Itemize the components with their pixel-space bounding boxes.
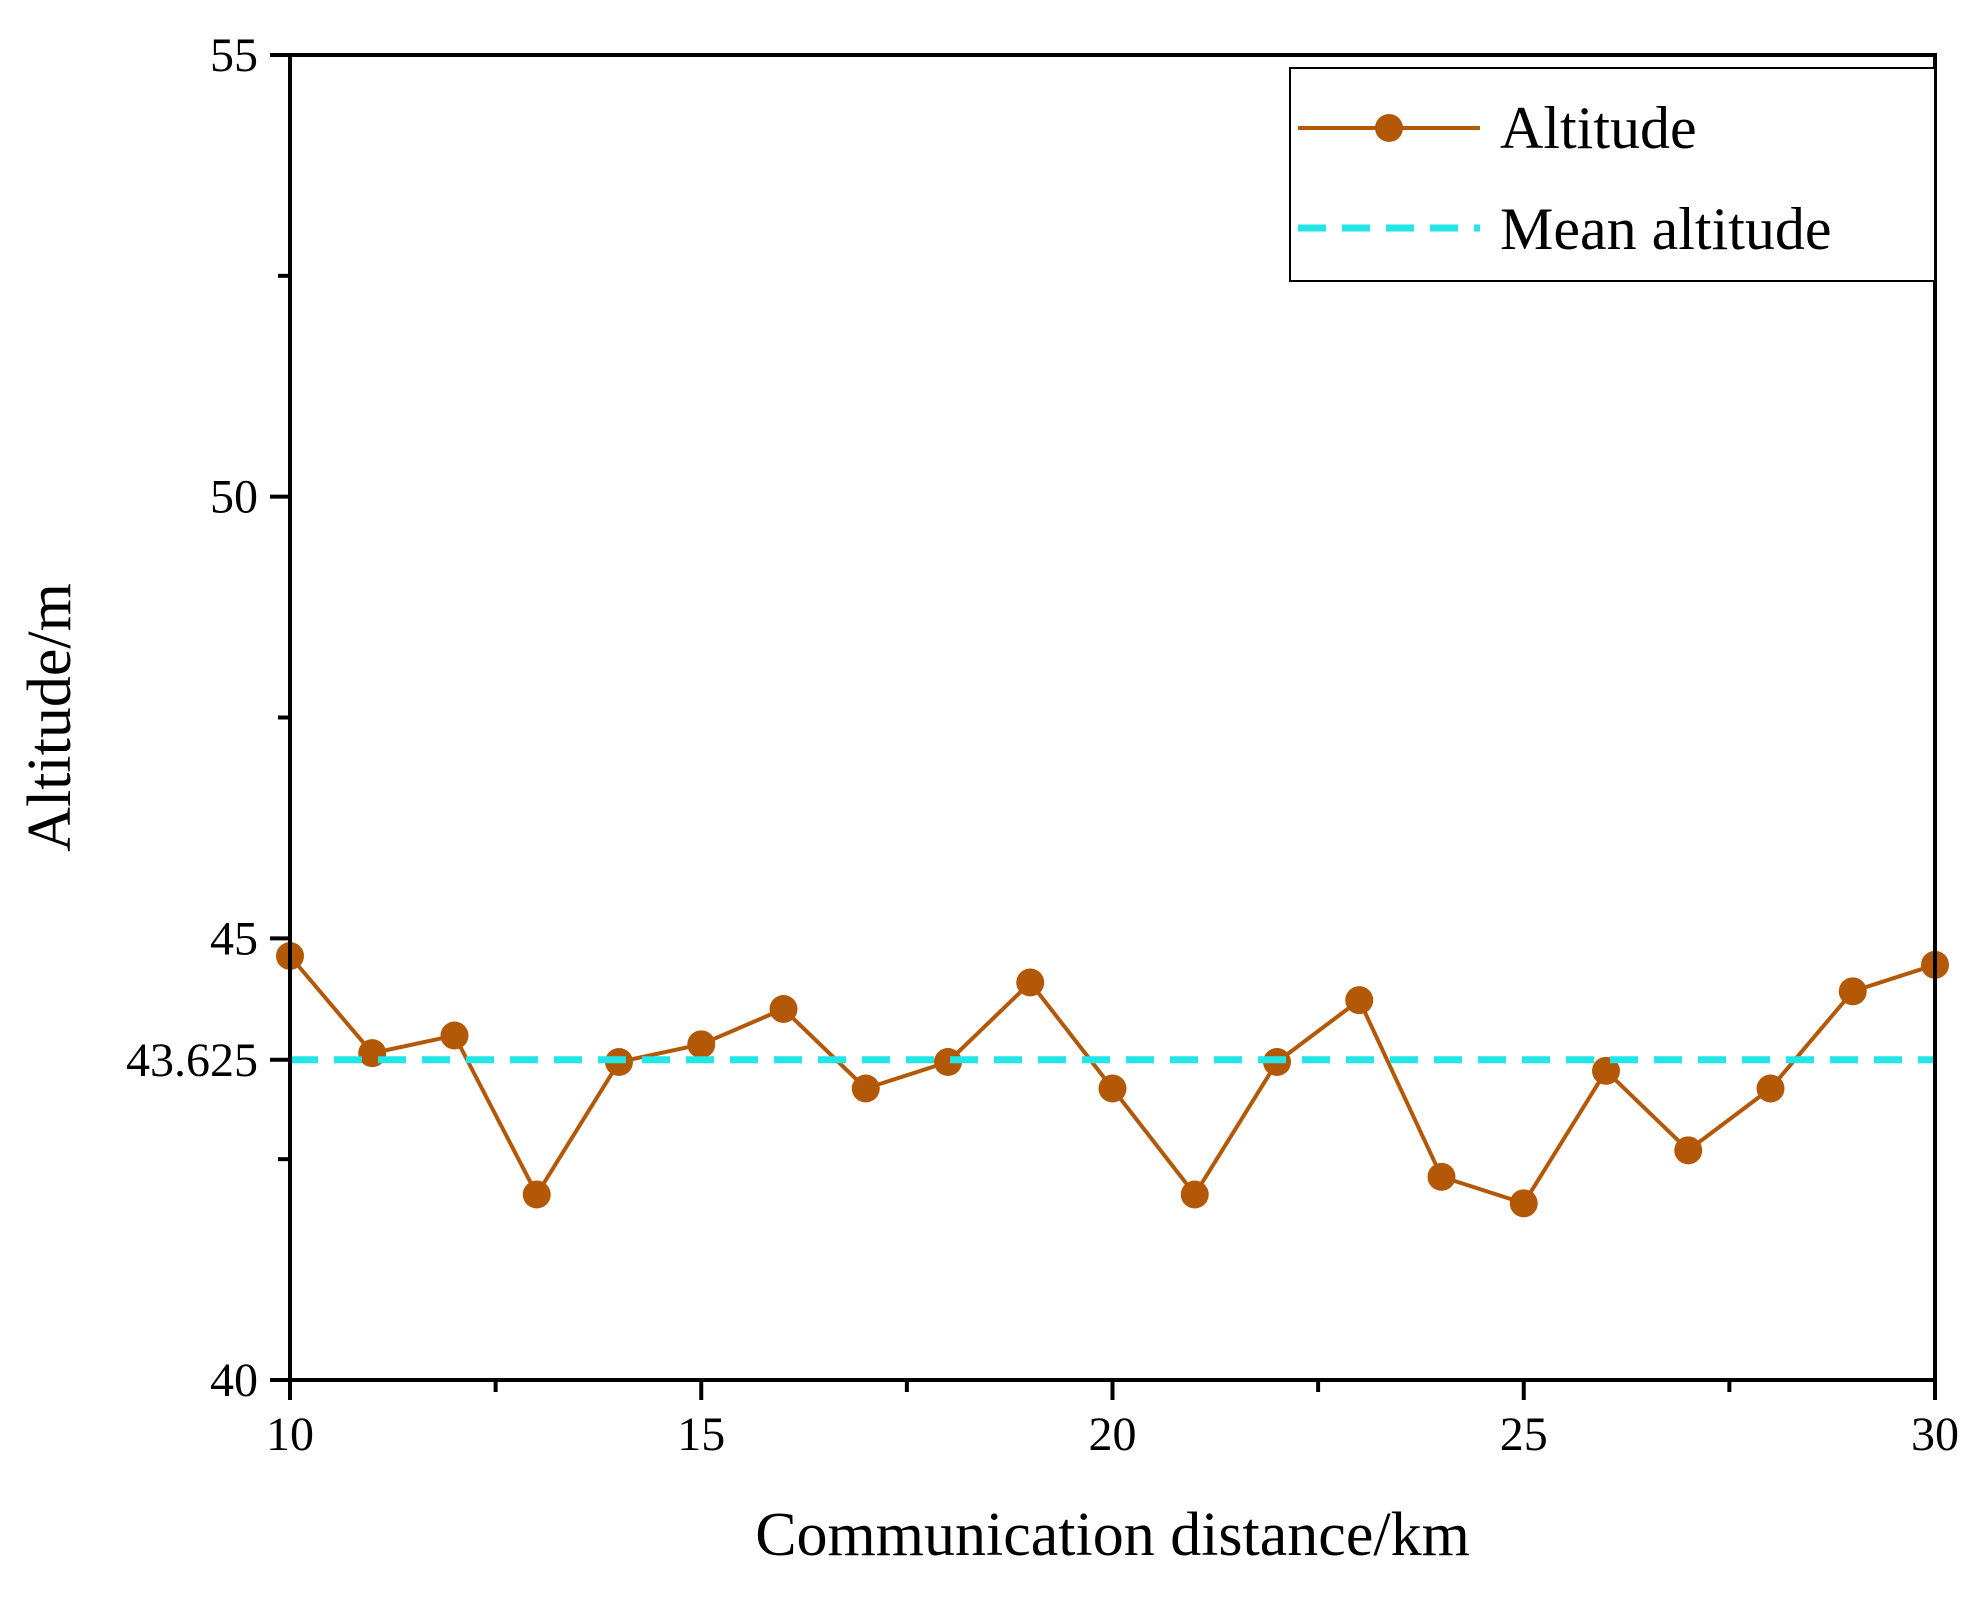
x-tick-label: 25 <box>1500 1408 1548 1461</box>
legend-marker-altitude <box>1375 114 1403 142</box>
data-point-altitude <box>1180 1180 1209 1209</box>
data-point-altitude <box>1838 977 1867 1006</box>
y-axis-title: Altitude/m <box>16 583 84 852</box>
series-layer <box>276 942 1949 1218</box>
data-point-altitude <box>522 1180 551 1209</box>
data-point-altitude <box>934 1048 962 1076</box>
x-tick-label: 30 <box>1911 1408 1959 1461</box>
x-axis-title: Communication distance/km <box>755 1501 1470 1569</box>
data-point-altitude <box>851 1074 880 1103</box>
data-point-altitude <box>1427 1162 1456 1191</box>
x-tick-label: 10 <box>266 1408 314 1461</box>
y-tick-label: 40 <box>210 1354 258 1407</box>
legend-box <box>1289 67 1936 282</box>
data-point-altitude <box>687 1030 716 1059</box>
legend-label-altitude: Altitude <box>1500 95 1697 161</box>
data-point-altitude <box>769 995 798 1023</box>
legend: Altitude Mean altitude <box>1289 67 1936 282</box>
data-point-altitude <box>1674 1136 1703 1165</box>
data-point-altitude <box>1345 986 1374 1015</box>
data-point-altitude <box>440 1021 469 1050</box>
y-tick-label: 45 <box>210 912 258 965</box>
x-tick-label: 20 <box>1089 1408 1137 1461</box>
y-mean-tick-label: 43.625 <box>126 1034 258 1087</box>
data-point-altitude <box>1592 1056 1620 1085</box>
x-tick-label: 15 <box>677 1408 725 1461</box>
data-point-altitude <box>1098 1074 1127 1103</box>
data-point-altitude <box>1509 1189 1538 1218</box>
y-tick-label: 55 <box>210 29 258 82</box>
legend-label-mean-altitude: Mean altitude <box>1500 196 1832 262</box>
data-point-altitude <box>1016 968 1045 997</box>
labels-layer: 10 15 20 25 30 40 45 50 55 43.625 Communication di… <box>16 29 1959 1569</box>
axes-layer <box>270 53 1937 1400</box>
y-tick-label: 50 <box>210 471 258 524</box>
data-point-altitude <box>1756 1074 1785 1103</box>
